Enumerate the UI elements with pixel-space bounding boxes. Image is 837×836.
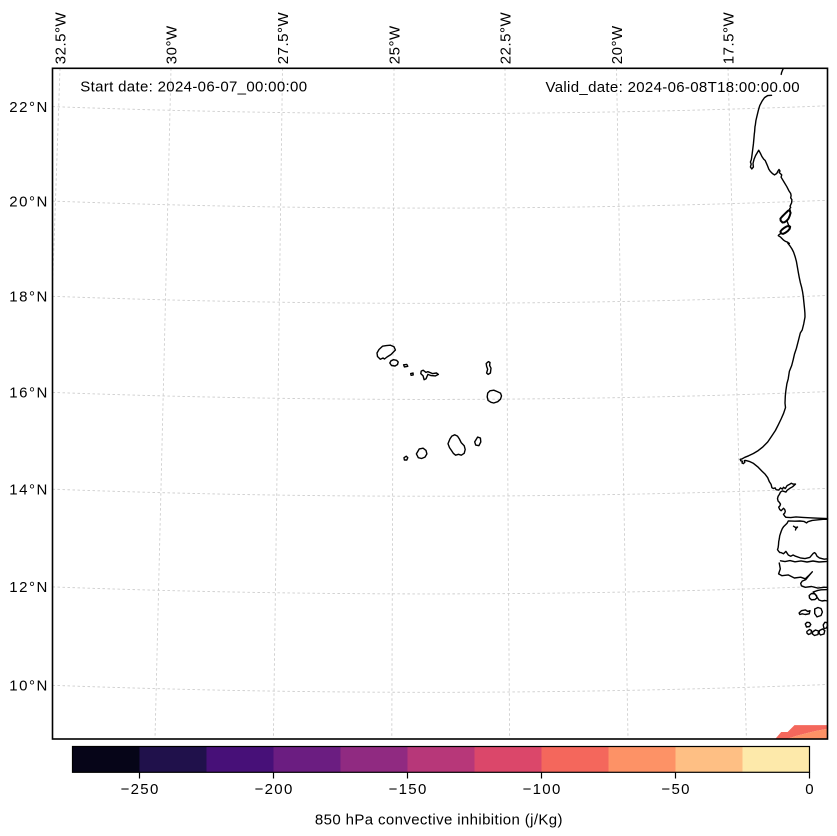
svg-text:−200: −200 [255, 781, 294, 798]
svg-text:30°W: 30°W [164, 25, 181, 64]
svg-text:20°N: 20°N [9, 193, 49, 210]
svg-text:Valid_date: 2024-06-08T18:00:0: Valid_date: 2024-06-08T18:00:00.00 [546, 79, 800, 96]
svg-text:25°W: 25°W [387, 25, 404, 64]
svg-text:22.5°W: 22.5°W [498, 12, 515, 65]
svg-text:20°W: 20°W [609, 25, 626, 64]
svg-text:−100: −100 [523, 781, 562, 798]
svg-text:18°N: 18°N [9, 289, 49, 306]
svg-text:16°N: 16°N [9, 385, 49, 402]
svg-text:0: 0 [805, 781, 815, 798]
svg-text:27.5°W: 27.5°W [275, 12, 292, 65]
svg-text:14°N: 14°N [9, 482, 49, 499]
svg-text:−250: −250 [121, 781, 160, 798]
svg-text:−50: −50 [661, 781, 690, 798]
svg-text:22°N: 22°N [9, 99, 49, 116]
svg-text:17.5°W: 17.5°W [721, 12, 738, 65]
svg-text:Start date: 2024-06-07_00:00:0: Start date: 2024-06-07_00:00:00 [80, 79, 307, 96]
svg-text:−150: −150 [389, 781, 428, 798]
svg-text:32.5°W: 32.5°W [53, 12, 70, 65]
svg-text:850 hPa convective inhibition: 850 hPa convective inhibition (j/Kg) [315, 811, 563, 828]
svg-text:12°N: 12°N [9, 579, 49, 596]
svg-text:10°N: 10°N [9, 678, 49, 695]
